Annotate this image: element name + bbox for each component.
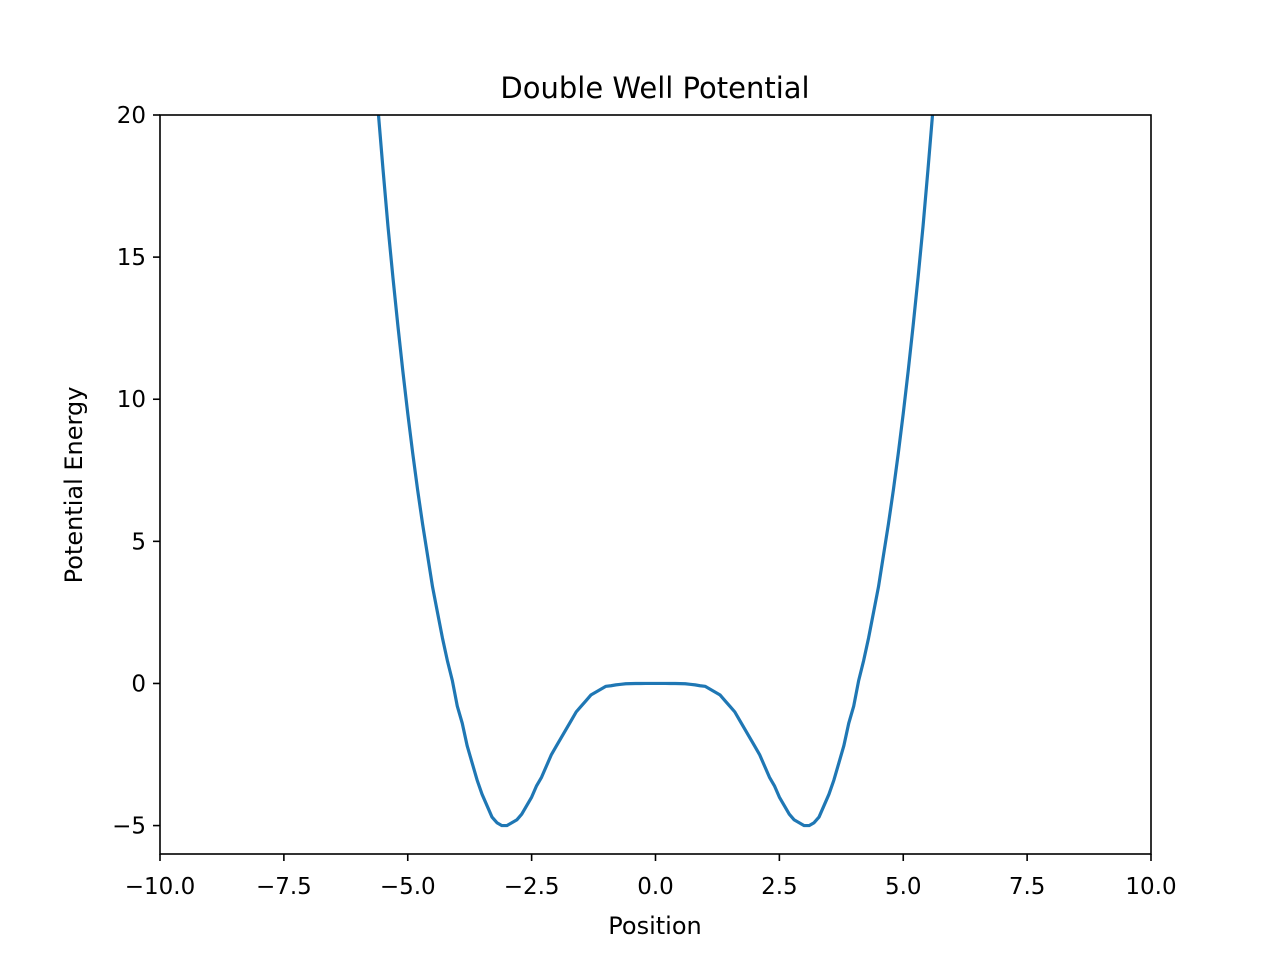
y-tick-label: 20	[117, 103, 146, 129]
x-tick-label: −10.0	[125, 874, 195, 900]
y-tick-label: 0	[131, 671, 146, 697]
x-axis-label: Position	[608, 912, 701, 940]
y-tick-label: 15	[117, 245, 146, 271]
x-tick-label: 2.5	[761, 874, 798, 900]
x-tick-label: 7.5	[1009, 874, 1046, 900]
y-axis: −5 0 5 10 15 20	[112, 103, 160, 840]
series-group	[376, 115, 935, 828]
x-tick-label: −2.5	[504, 874, 560, 900]
chart-title: Double Well Potential	[500, 71, 809, 105]
y-axis-label: Potential Energy	[60, 387, 88, 584]
plot-area-frame	[159, 114, 1152, 855]
y-tick-label: 10	[117, 387, 146, 413]
y-tick-label: 5	[131, 529, 146, 555]
y-tick-label: −5	[112, 814, 146, 840]
x-axis: −10.0 −7.5 −5.0 −2.5 0.0 2.5 5.0 7.5 10.0	[125, 854, 1177, 900]
x-tick-label: −7.5	[256, 874, 312, 900]
x-tick-label: 10.0	[1125, 874, 1176, 900]
series-line	[376, 115, 935, 828]
x-tick-label: 5.0	[885, 874, 922, 900]
x-tick-label: 0.0	[637, 874, 674, 900]
x-tick-label: −5.0	[380, 874, 436, 900]
